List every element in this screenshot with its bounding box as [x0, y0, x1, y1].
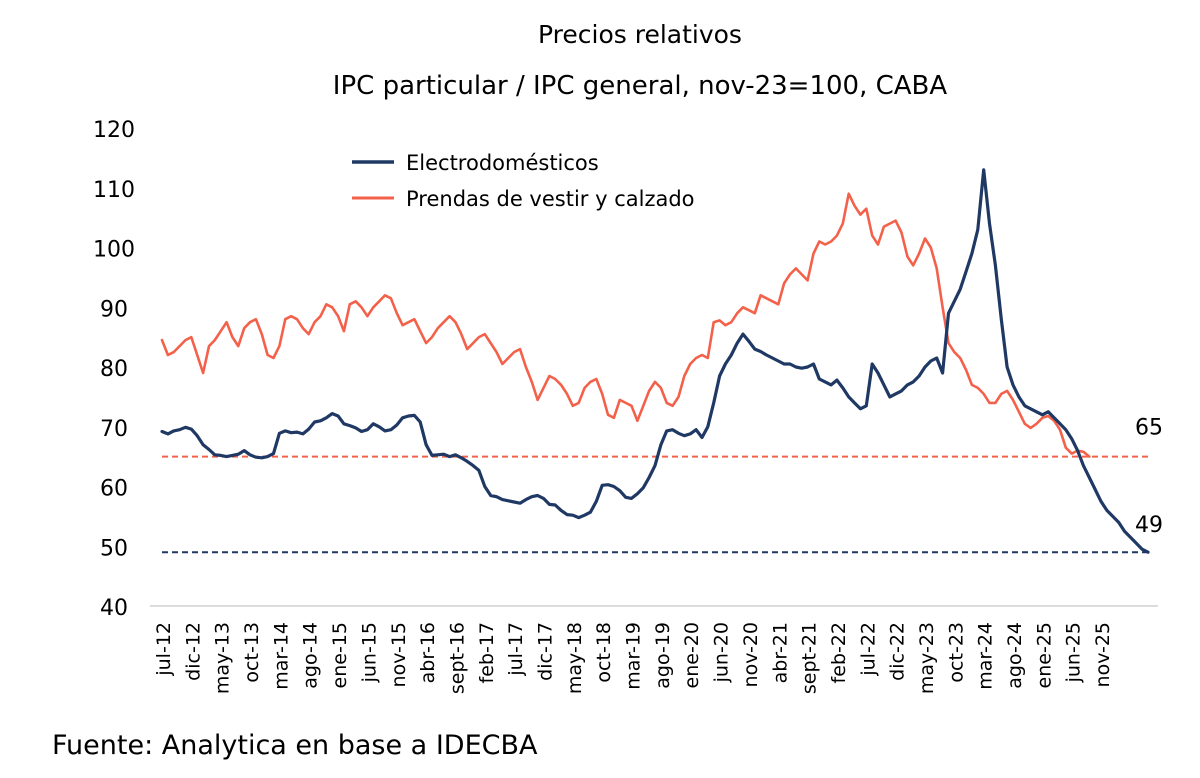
source-note: Fuente: Analytica en base a IDECBA: [52, 730, 538, 761]
y-tick-label: 80: [100, 357, 128, 382]
line-chart: 40 50 60 70 80 90 100 110 120 jul-12 dic-12 may-13 o…: [93, 118, 1163, 694]
reference-line-label: 65: [1135, 416, 1163, 441]
x-tick-label: oct-18: [593, 622, 615, 683]
x-tick-label: nov-15: [388, 622, 410, 687]
x-tick-label: ene-25: [1033, 622, 1055, 688]
legend-label: Electrodomésticos: [406, 151, 599, 175]
y-tick-label: 90: [100, 297, 128, 322]
chart-subtitle: IPC particular / IPC general, nov-23=100…: [332, 71, 948, 101]
x-tick-label: ago-19: [652, 622, 674, 689]
x-tick-label: mar-19: [623, 622, 645, 690]
chart-title: Precios relativos: [538, 20, 742, 49]
x-tick-label: mar-24: [975, 622, 997, 690]
x-tick-label: ago-24: [1004, 622, 1026, 689]
reference-line-label: 49: [1135, 513, 1163, 538]
x-tick-label: oct-23: [945, 622, 967, 683]
x-tick-label: may-23: [916, 622, 938, 694]
x-tick-label: jul-22: [857, 622, 879, 677]
series-line-electrodomesticos: [160, 168, 1150, 554]
y-tick-label: 60: [100, 477, 128, 502]
x-tick-label: feb-22: [828, 622, 850, 683]
x-tick-label: ago-14: [300, 622, 322, 689]
x-tick-label: may-13: [212, 622, 234, 694]
x-tick-label: sept-16: [446, 622, 468, 694]
x-tick-label: ene-15: [329, 622, 351, 688]
y-tick-label: 40: [100, 596, 128, 621]
x-tick-label: feb-17: [476, 622, 498, 683]
y-tick-label: 70: [100, 417, 128, 442]
legend-label: Prendas de vestir y calzado: [406, 187, 695, 211]
x-tick-label: sept-21: [799, 622, 821, 694]
x-tick-label: jun-15: [358, 622, 380, 683]
x-tick-label: abr-16: [417, 622, 439, 683]
x-tick-label: abr-21: [769, 622, 791, 683]
x-tick-label: nov-25: [1092, 622, 1114, 687]
y-tick-label: 120: [93, 118, 135, 143]
x-tick-label: jun-20: [711, 622, 733, 683]
x-tick-label: ene-20: [681, 622, 703, 688]
x-tick-label: jul-17: [505, 622, 527, 677]
x-tick-label: nov-20: [740, 622, 762, 687]
x-tick-label: jul-12: [153, 622, 175, 677]
x-tick-label: may-18: [564, 622, 586, 694]
series-line-prendas: [160, 192, 1091, 458]
x-tick-label: mar-14: [270, 622, 292, 690]
x-tick-label: oct-13: [241, 622, 263, 683]
y-tick-label: 50: [100, 536, 128, 561]
x-tick-label: jun-25: [1063, 622, 1085, 683]
y-tick-label: 100: [93, 238, 135, 263]
y-tick-label: 110: [93, 178, 135, 203]
x-tick-label: dic-17: [534, 622, 556, 681]
x-tick-label: dic-12: [182, 622, 204, 681]
x-tick-label: dic-22: [887, 622, 909, 681]
